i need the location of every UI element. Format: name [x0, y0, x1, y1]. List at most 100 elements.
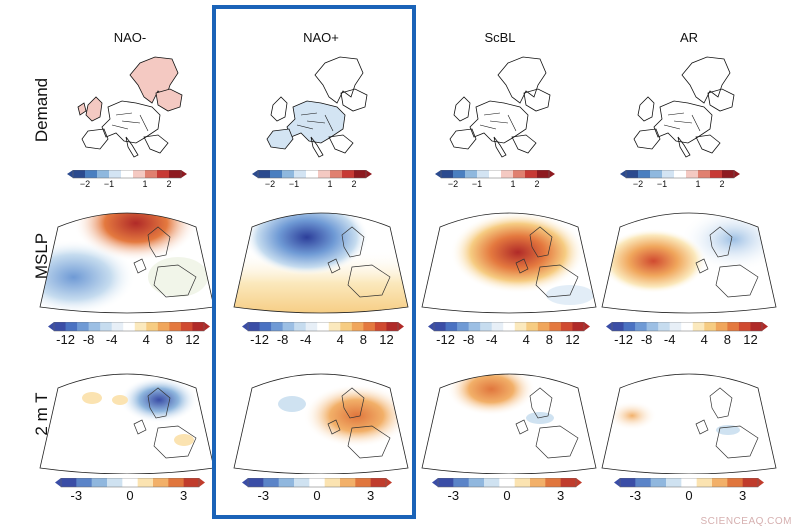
- colorbar-segment: [111, 322, 124, 331]
- colorbar-segment: [168, 478, 185, 487]
- colorbar-tick-label: -12: [614, 332, 633, 347]
- column-title-nao-plus: NAO+: [303, 30, 339, 45]
- colorbar-segment: [97, 170, 110, 178]
- colorbar-tick-label: 0: [503, 488, 511, 503]
- colorbar-segment: [309, 478, 326, 487]
- colorbar-tick-label: 4: [522, 332, 530, 347]
- colorbar-segment: [342, 170, 355, 178]
- colorbar-tick-label: 12: [379, 332, 394, 347]
- colorbar-right-arrow: [386, 478, 392, 487]
- colorbar-tick-label: -3: [70, 488, 83, 503]
- colorbar-segment: [674, 170, 687, 178]
- column-title-nao-minus: NAO-: [113, 30, 147, 45]
- colorbar-segment: [340, 478, 356, 487]
- colorbar-tick-label: -4: [663, 332, 676, 347]
- demand-map-ar: [633, 56, 735, 158]
- colorbar-segment: [468, 322, 481, 331]
- colorbar-tick-label: 12: [565, 332, 580, 347]
- colorbar-tick-label: 4: [336, 332, 344, 347]
- colorbar-segment: [477, 170, 490, 178]
- colorbar-right-arrow: [734, 170, 740, 178]
- colorbar-segment: [658, 322, 671, 331]
- colorbar-segment: [623, 322, 636, 331]
- colorbar-tick-label: 2: [534, 179, 540, 189]
- mslp-map-nao-plus: [233, 212, 409, 314]
- colorbar-segment: [386, 322, 399, 331]
- t2m-map-ar: [601, 373, 777, 474]
- column-title-scbl: ScBL: [484, 30, 516, 45]
- colorbar-segment: [294, 322, 307, 331]
- colorbar-segment: [530, 478, 546, 487]
- colorbar-segment: [669, 322, 682, 331]
- colorbar-segment: [704, 322, 717, 331]
- colorbar-segment: [259, 322, 272, 331]
- colorbar-segment: [374, 322, 387, 331]
- colorbar-tick-label: 3: [557, 488, 565, 503]
- colorbar-tick-label: 3: [739, 488, 747, 503]
- colorbar-segment: [489, 170, 502, 178]
- colorbar-segment: [692, 322, 705, 331]
- colorbar-segment: [549, 322, 562, 331]
- colorbar-tick-label: 1: [327, 179, 333, 189]
- colorbar-segment: [180, 322, 193, 331]
- colorbar-tick-label: 8: [723, 332, 731, 347]
- colorbar-tick-label: 0: [313, 488, 321, 503]
- colorbar-tick-label: -3: [447, 488, 460, 503]
- colorbar-tick-label: 8: [545, 332, 553, 347]
- colorbar-segment: [258, 170, 271, 178]
- colorbar-segment: [157, 322, 170, 331]
- colorbar-tick-label: −1: [471, 179, 483, 189]
- colorbar-segment: [484, 478, 500, 487]
- colorbar-tick-label: 1: [510, 179, 516, 189]
- colorbar-segment: [638, 170, 651, 178]
- colorbar-segment: [282, 170, 295, 178]
- colorbar-segment: [525, 170, 538, 178]
- colorbar-segment: [537, 322, 550, 331]
- colorbar-right-arrow: [366, 170, 372, 178]
- colorbar-segment: [560, 478, 577, 487]
- colorbar-segment: [73, 170, 86, 178]
- colorbar-tick-label: -12: [56, 332, 75, 347]
- colorbar-segment: [363, 322, 376, 331]
- colorbar-tick-label: 3: [180, 488, 188, 503]
- colorbar-segment: [491, 322, 504, 331]
- colorbar-segment: [137, 478, 154, 487]
- colorbar-segment: [453, 170, 466, 178]
- colorbar-tick-label: 2: [166, 179, 172, 189]
- demand-map-nao-minus: [77, 56, 183, 158]
- demand-colorbar-svg: [67, 170, 187, 179]
- t2m-colorbar-svg: [614, 478, 764, 488]
- colorbar-segment: [328, 322, 341, 331]
- colorbar-tick-label: 0: [126, 488, 134, 503]
- t2m-map-scbl: [421, 373, 597, 474]
- colorbar-left-arrow: [242, 322, 248, 331]
- colorbar-border: [440, 170, 550, 179]
- colorbar-segment: [626, 170, 639, 178]
- colorbar-segment: [157, 170, 170, 178]
- colorbar-segment: [453, 478, 470, 487]
- colorbar-segment: [370, 478, 387, 487]
- colorbar-segment: [666, 478, 682, 487]
- colorbar-segment: [355, 478, 372, 487]
- colorbar-left-arrow: [428, 322, 434, 331]
- colorbar-segment: [294, 478, 310, 487]
- demand-colorbar-svg: [435, 170, 555, 179]
- colorbar-segment: [662, 170, 675, 178]
- colorbar-segment: [722, 170, 735, 178]
- colorbar-segment: [696, 478, 713, 487]
- colorbar-tick-label: 2: [351, 179, 357, 189]
- colorbar-left-arrow: [432, 478, 438, 487]
- mslp-colorbar-svg: [48, 322, 210, 332]
- demand-map-scbl: [449, 56, 551, 158]
- colorbar-segment: [65, 322, 78, 331]
- colorbar-tick-label: -3: [629, 488, 642, 503]
- colorbar-tick-label: 3: [367, 488, 375, 503]
- t2m-colorbar-scbl: -3 0 3: [432, 478, 582, 504]
- colorbar-segment: [650, 170, 663, 178]
- colorbar-tick-label: -4: [299, 332, 312, 347]
- demand-colorbar-nao-minus: −2 −1 1 2: [67, 170, 187, 192]
- colorbar-border: [433, 322, 585, 332]
- colorbar-segment: [169, 170, 182, 178]
- colorbar-segment: [560, 322, 573, 331]
- colorbar-border: [619, 478, 759, 488]
